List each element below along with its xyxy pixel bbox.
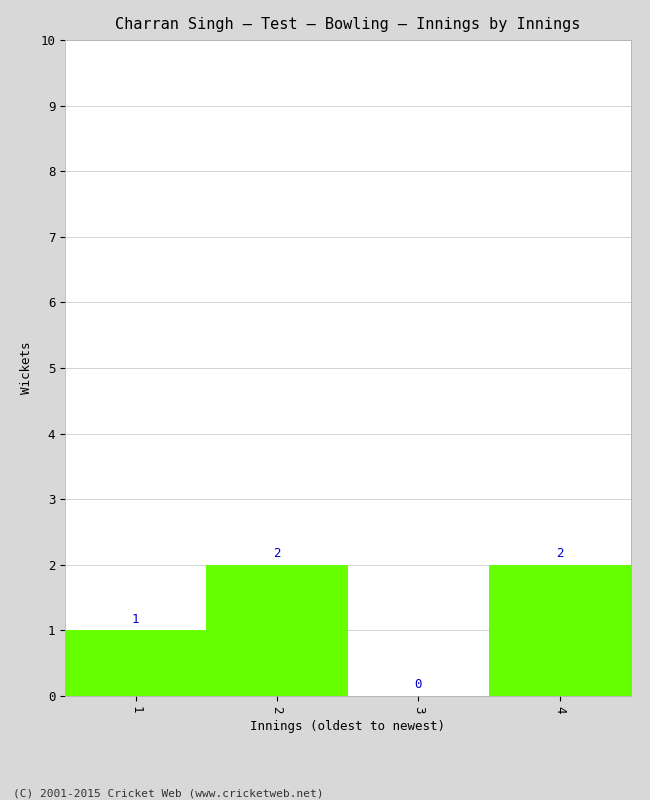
Bar bbox=[489, 565, 630, 696]
Text: 2: 2 bbox=[273, 547, 281, 560]
Bar bbox=[65, 630, 207, 696]
Text: 0: 0 bbox=[415, 678, 422, 691]
Title: Charran Singh – Test – Bowling – Innings by Innings: Charran Singh – Test – Bowling – Innings… bbox=[115, 17, 580, 32]
Text: (C) 2001-2015 Cricket Web (www.cricketweb.net): (C) 2001-2015 Cricket Web (www.cricketwe… bbox=[13, 788, 324, 798]
Text: 1: 1 bbox=[132, 613, 140, 626]
X-axis label: Innings (oldest to newest): Innings (oldest to newest) bbox=[250, 720, 445, 733]
Bar bbox=[207, 565, 348, 696]
Y-axis label: Wickets: Wickets bbox=[20, 342, 33, 394]
Text: 2: 2 bbox=[556, 547, 564, 560]
